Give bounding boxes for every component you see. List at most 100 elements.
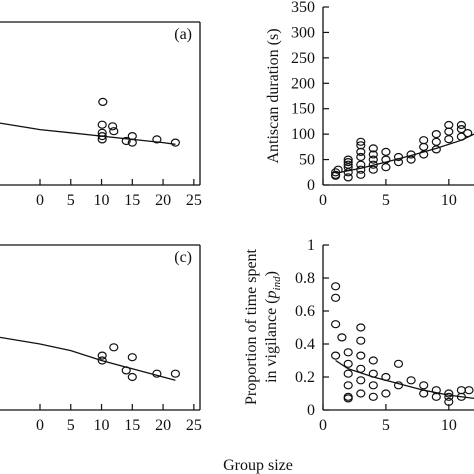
data-point: [331, 282, 341, 291]
y-axis-label-line1: Proportion of time spent: [243, 248, 260, 405]
data-point: [343, 160, 353, 169]
data-point: [431, 137, 441, 146]
data-point: [393, 381, 404, 390]
y-axis-label-var: p: [263, 290, 280, 299]
fit-line: [335, 359, 474, 400]
data-point: [464, 386, 474, 395]
y-tick-label: 0.8: [295, 270, 315, 287]
data-point: [356, 152, 366, 162]
data-point: [381, 372, 391, 382]
data-point: [333, 165, 343, 174]
x-tick-label: 10: [441, 192, 457, 209]
data-point: [97, 120, 107, 129]
x-tick-label: 10: [441, 417, 457, 434]
y-axis-label-line2: in vigilance (pind): [263, 271, 283, 383]
data-point: [393, 359, 404, 368]
data-point: [152, 369, 162, 378]
data-point: [393, 152, 404, 162]
data-point: [368, 150, 378, 159]
y-tick-label: 300: [291, 24, 315, 41]
data-point: [456, 125, 466, 134]
x-tick-label: 15: [124, 192, 140, 209]
data-point: [170, 369, 180, 378]
y-tick-label: 350: [291, 0, 315, 16]
data-point: [444, 127, 454, 136]
data-point: [343, 158, 353, 167]
x-tick-label: 5: [382, 417, 390, 434]
data-point: [331, 351, 341, 360]
data-point: [97, 351, 107, 360]
data-point: [343, 359, 353, 368]
data-point: [343, 155, 353, 164]
data-point: [406, 376, 416, 385]
data-point: [343, 381, 353, 390]
data-point: [356, 170, 366, 179]
data-point: [356, 376, 366, 385]
data-point: [343, 348, 353, 357]
y-axis-label: Antiscan duration (s): [265, 28, 282, 163]
data-point: [444, 397, 454, 406]
x-tick-label: 20: [155, 192, 171, 209]
data-point: [343, 168, 353, 177]
data-point: [381, 147, 391, 156]
data-point: [97, 135, 107, 144]
data-point: [356, 137, 366, 146]
y-tick-label: 0: [307, 177, 315, 194]
data-point: [368, 155, 378, 164]
data-point: [368, 381, 378, 390]
y-tick-label: 50: [299, 152, 315, 169]
data-point: [419, 142, 429, 151]
data-point: [419, 136, 429, 145]
data-point: [444, 392, 454, 401]
data-point: [98, 97, 108, 107]
data-point: [368, 165, 378, 174]
y-tick-label: 250: [291, 50, 315, 67]
data-point: [343, 173, 353, 182]
data-point: [356, 141, 366, 150]
data-point: [393, 158, 404, 167]
data-point: [456, 392, 466, 401]
y-tick-label: 0: [307, 402, 315, 419]
data-point: [107, 122, 118, 131]
data-point: [356, 323, 366, 332]
y-tick-label: 200: [291, 75, 315, 92]
x-tick-label: 5: [67, 417, 75, 434]
data-point: [444, 389, 454, 398]
data-point: [456, 120, 466, 130]
data-point: [431, 130, 441, 139]
y-tick-label: 0.4: [295, 336, 315, 353]
data-point: [368, 144, 378, 153]
data-point: [109, 343, 119, 352]
data-point: [368, 392, 378, 401]
data-point: [121, 136, 131, 146]
data-point: [431, 392, 441, 401]
data-point: [463, 129, 473, 138]
data-point: [444, 135, 454, 144]
data-point: [381, 155, 391, 164]
data-point: [356, 364, 366, 373]
y-tick-label: 100: [291, 126, 315, 143]
x-tick-label: 5: [382, 192, 390, 209]
data-point: [381, 389, 391, 398]
data-point: [121, 366, 131, 375]
panel-c: 0 5 10 15 20 25 (c): [0, 244, 202, 434]
x-tick-label: 25: [186, 417, 202, 434]
y-tick-label: 0.6: [295, 303, 315, 320]
x-tick-label: 15: [124, 417, 140, 434]
x-tick-label: 10: [94, 192, 110, 209]
x-tick-label: 0: [319, 417, 327, 434]
data-point: [381, 163, 391, 172]
data-point: [343, 369, 353, 378]
data-point: [337, 333, 347, 342]
y-tick-label: 150: [291, 101, 315, 118]
data-point: [127, 138, 137, 147]
data-point: [356, 389, 366, 398]
panel-label: (c): [174, 249, 192, 266]
data-point: [109, 127, 119, 136]
x-tick-label: 0: [319, 192, 327, 209]
y-tick-label: 1: [307, 237, 315, 254]
x-tick-label: 25: [186, 192, 202, 209]
x-tick-label: 20: [155, 417, 171, 434]
